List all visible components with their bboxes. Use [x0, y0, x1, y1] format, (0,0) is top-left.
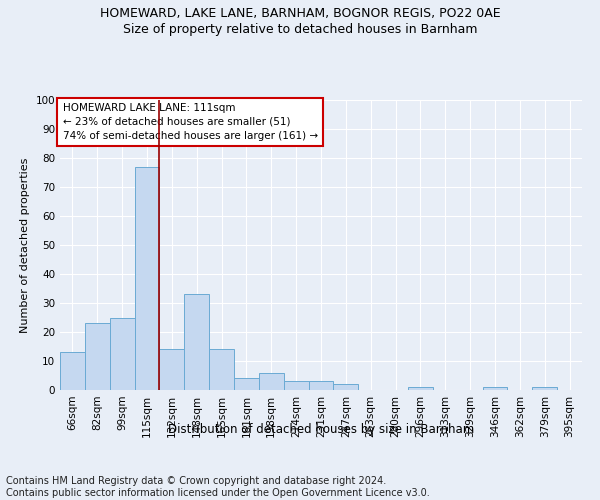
Bar: [184, 294, 209, 390]
Text: Distribution of detached houses by size in Barnham: Distribution of detached houses by size …: [168, 422, 474, 436]
Bar: [259, 372, 284, 390]
Bar: [532, 387, 557, 390]
Bar: [160, 350, 184, 390]
Bar: [284, 382, 308, 390]
Text: HOMEWARD LAKE LANE: 111sqm
← 23% of detached houses are smaller (51)
74% of semi: HOMEWARD LAKE LANE: 111sqm ← 23% of deta…: [62, 103, 318, 141]
Text: Contains HM Land Registry data © Crown copyright and database right 2024.
Contai: Contains HM Land Registry data © Crown c…: [6, 476, 430, 498]
Bar: [308, 382, 334, 390]
Bar: [234, 378, 259, 390]
Bar: [482, 387, 508, 390]
Bar: [85, 324, 110, 390]
Bar: [60, 352, 85, 390]
Bar: [408, 387, 433, 390]
Bar: [334, 384, 358, 390]
Text: Size of property relative to detached houses in Barnham: Size of property relative to detached ho…: [123, 22, 477, 36]
Y-axis label: Number of detached properties: Number of detached properties: [20, 158, 30, 332]
Bar: [110, 318, 134, 390]
Bar: [134, 166, 160, 390]
Text: HOMEWARD, LAKE LANE, BARNHAM, BOGNOR REGIS, PO22 0AE: HOMEWARD, LAKE LANE, BARNHAM, BOGNOR REG…: [100, 8, 500, 20]
Bar: [209, 350, 234, 390]
